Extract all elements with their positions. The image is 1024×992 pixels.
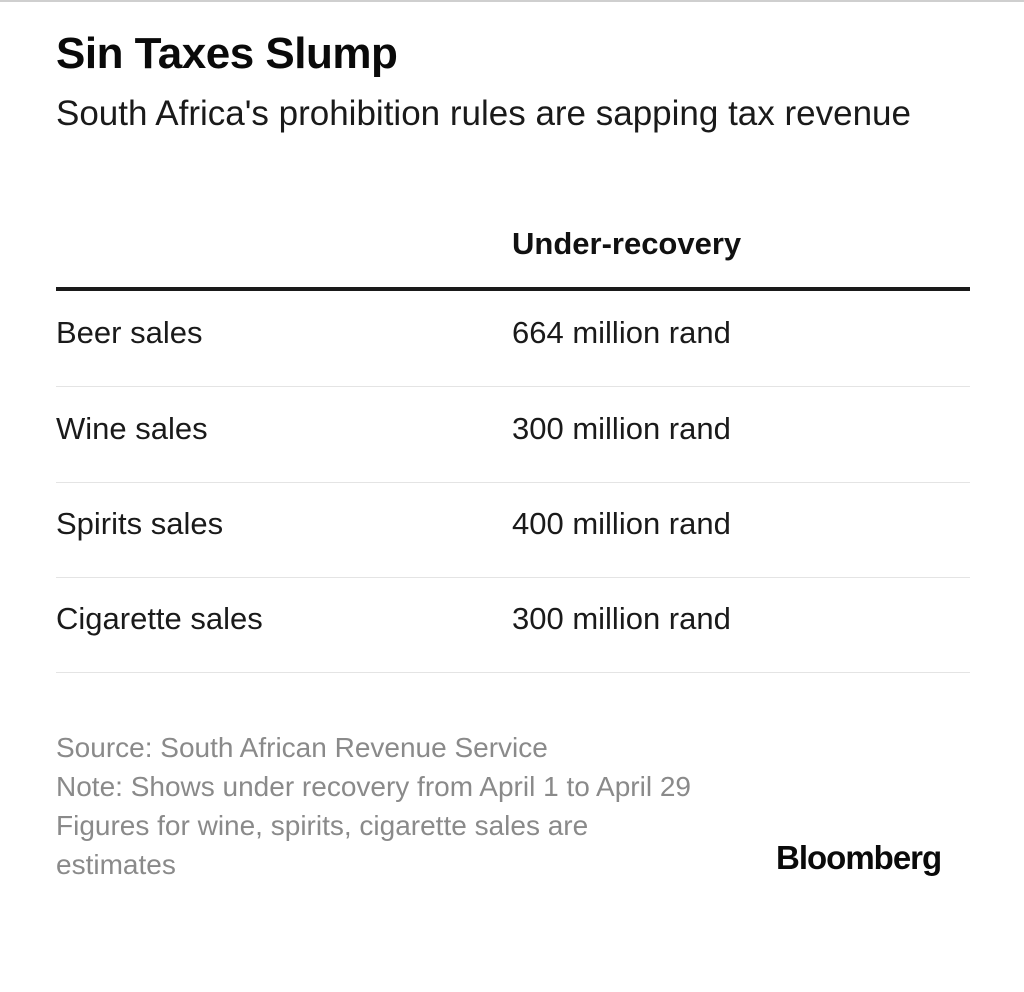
row-value: 300 million rand [512,411,731,446]
row-label: Cigarette sales [56,601,263,636]
table-row: Wine sales 300 million rand [56,387,970,483]
chart-title: Sin Taxes Slump [56,29,398,78]
top-rule [0,0,1024,2]
chart-notes: Source: South African Revenue Service No… [56,728,696,884]
footnote-text: Figures for wine, spirits, cigarette sal… [56,810,589,880]
column-header-under-recovery: Under-recovery [512,226,742,261]
row-label: Beer sales [56,315,203,350]
table-row: Cigarette sales 300 million rand [56,577,970,673]
row-value: 300 million rand [512,601,731,636]
row-value: 664 million rand [512,315,731,350]
bloomberg-logo: Bloomberg [776,839,942,876]
chart-subtitle: South Africa's prohibition rules are sap… [56,94,911,133]
table-row: Beer sales 664 million rand [56,291,970,387]
header-rule [56,287,970,291]
row-label: Wine sales [56,411,208,446]
source-text: Source: South African Revenue Service [56,732,548,763]
row-value: 400 million rand [512,506,731,541]
table-row: Spirits sales 400 million rand [56,482,970,578]
row-label: Spirits sales [56,506,224,541]
note-text: Note: Shows under recovery from April 1 … [56,771,691,802]
